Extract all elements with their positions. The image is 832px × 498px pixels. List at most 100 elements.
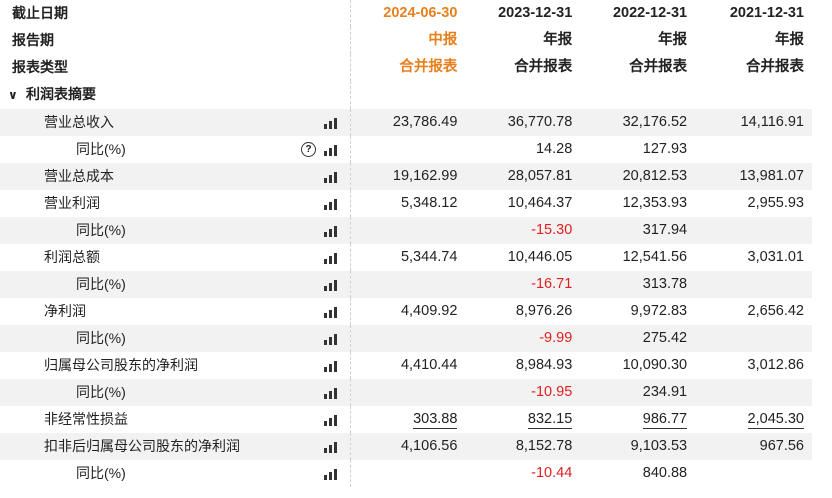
row-label-cell: 同比(%) — [0, 325, 351, 352]
value-cell: 8,976.26 — [465, 298, 581, 325]
cell-value: 234.91 — [642, 384, 688, 400]
header-label-report-period: 报告期 — [0, 27, 351, 54]
bar-chart-icon[interactable] — [324, 118, 338, 129]
bar-chart-icon[interactable] — [324, 280, 338, 291]
section-header[interactable]: ∨ 利润表摘要 — [0, 81, 812, 109]
period-date[interactable]: 2023-12-31 — [465, 0, 581, 27]
row-label: 同比(%) — [76, 276, 126, 292]
value-cell[interactable]: 2,045.30 — [695, 406, 812, 433]
value-cell: 840.88 — [580, 460, 696, 487]
period-type: 中报 — [350, 27, 466, 54]
period-type: 年报 — [580, 27, 696, 54]
row-label: 净利润 — [44, 303, 86, 319]
cell-value: 127.93 — [642, 141, 688, 157]
cell-value: 2,656.42 — [747, 303, 804, 319]
cell-value: 9,103.53 — [630, 438, 688, 454]
value-cell: 12,353.93 — [580, 190, 696, 217]
value-cell: 8,152.78 — [465, 433, 581, 460]
bar-chart-icon[interactable] — [324, 469, 338, 480]
value-cell — [350, 271, 466, 298]
row-label: 同比(%) — [76, 141, 126, 157]
value-cell: 5,348.12 — [350, 190, 466, 217]
period-type: 年报 — [465, 27, 581, 54]
period-statement: 合并报表 — [350, 54, 466, 81]
period-date[interactable]: 2024-06-30 — [350, 0, 466, 27]
row-label: 同比(%) — [76, 330, 126, 346]
value-cell: 13,981.07 — [695, 163, 812, 190]
period-statement: 合并报表 — [465, 54, 581, 81]
cell-value: -10.44 — [531, 465, 573, 481]
value-cell: 313.78 — [580, 271, 696, 298]
bar-chart-icon[interactable] — [324, 415, 338, 426]
bar-chart-icon[interactable] — [324, 361, 338, 372]
chevron-down-icon[interactable]: ∨ — [8, 88, 18, 102]
row-label: 同比(%) — [76, 384, 126, 400]
cell-value: 8,152.78 — [515, 438, 573, 454]
value-cell: 127.93 — [580, 136, 696, 163]
value-cell: 5,344.74 — [350, 244, 466, 271]
value-cell: 234.91 — [580, 379, 696, 406]
cell-value[interactable]: 832.15 — [527, 411, 573, 429]
row-label-cell: 同比(%)? — [0, 136, 351, 163]
value-cell[interactable]: 832.15 — [465, 406, 581, 433]
cell-value: -15.30 — [531, 222, 573, 238]
period-date[interactable]: 2021-12-31 — [695, 0, 812, 27]
bar-chart-icon[interactable] — [324, 307, 338, 318]
cell-value[interactable]: 2,045.30 — [747, 411, 804, 429]
section-title: 利润表摘要 — [26, 86, 96, 102]
bar-chart-icon[interactable] — [324, 334, 338, 345]
row-label-cell: 利润总额 — [0, 244, 351, 271]
bar-chart-icon[interactable] — [324, 226, 338, 237]
value-cell: 10,090.30 — [580, 352, 696, 379]
value-cell — [350, 136, 466, 163]
value-cell — [695, 379, 812, 406]
bar-chart-icon[interactable] — [324, 442, 338, 453]
value-cell: 19,162.99 — [350, 163, 466, 190]
table-row: 同比(%) -10.95 234.91 — [0, 379, 812, 406]
value-cell: -10.44 — [465, 460, 581, 487]
bar-chart-icon[interactable] — [324, 172, 338, 183]
row-label-cell: 归属母公司股东的净利润 — [0, 352, 351, 379]
cell-value: 36,770.78 — [507, 114, 573, 130]
row-label-cell: 扣非后归属母公司股东的净利润 — [0, 433, 351, 460]
bar-chart-icon[interactable] — [324, 253, 338, 264]
cell-value: 275.42 — [642, 330, 688, 346]
cell-value: 317.94 — [642, 222, 688, 238]
section-toggle[interactable]: ∨ 利润表摘要 — [0, 81, 351, 109]
cell-value[interactable]: 986.77 — [642, 411, 688, 429]
table-row: 营业利润 5,348.12 10,464.37 12,353.93 2,955.93 — [0, 190, 812, 217]
value-cell: 9,972.83 — [580, 298, 696, 325]
row-label-cell: 非经常性损益 — [0, 406, 351, 433]
row-label-cell: 同比(%) — [0, 271, 351, 298]
value-cell: -16.71 — [465, 271, 581, 298]
bar-chart-icon[interactable] — [324, 199, 338, 210]
value-cell: 28,057.81 — [465, 163, 581, 190]
value-cell — [350, 217, 466, 244]
value-cell: 9,103.53 — [580, 433, 696, 460]
header-row-statement-type: 报表类型 合并报表 合并报表 合并报表 合并报表 — [0, 54, 812, 81]
value-cell: -10.95 — [465, 379, 581, 406]
value-cell: 32,176.52 — [580, 109, 696, 136]
value-cell: 4,106.56 — [350, 433, 466, 460]
value-cell[interactable]: 986.77 — [580, 406, 696, 433]
table-row: 扣非后归属母公司股东的净利润 4,106.56 8,152.78 9,103.53 96… — [0, 433, 812, 460]
cell-value: 3,012.86 — [747, 357, 804, 373]
income-statement-summary-table: 截止日期 2024-06-30 2023-12-31 2022-12-31 20… — [0, 0, 812, 487]
row-label: 利润总额 — [44, 249, 100, 265]
row-label: 营业总收入 — [44, 114, 114, 130]
row-label: 营业利润 — [44, 195, 100, 211]
table-row: 同比(%) -15.30 317.94 — [0, 217, 812, 244]
value-cell — [695, 460, 812, 487]
cell-value[interactable]: 303.88 — [413, 411, 458, 429]
bar-chart-icon[interactable] — [324, 388, 338, 399]
help-circle-icon[interactable]: ? — [301, 142, 317, 157]
row-label-cell: 营业总成本 — [0, 163, 351, 190]
cell-value: 13,981.07 — [739, 168, 804, 184]
value-cell[interactable]: 303.88 — [350, 406, 466, 433]
row-label: 营业总成本 — [44, 168, 114, 184]
value-cell: 4,410.44 — [350, 352, 466, 379]
bar-chart-icon[interactable] — [324, 145, 338, 156]
period-date[interactable]: 2022-12-31 — [580, 0, 696, 27]
row-label: 归属母公司股东的净利润 — [44, 357, 198, 373]
cell-value: 8,976.26 — [515, 303, 573, 319]
